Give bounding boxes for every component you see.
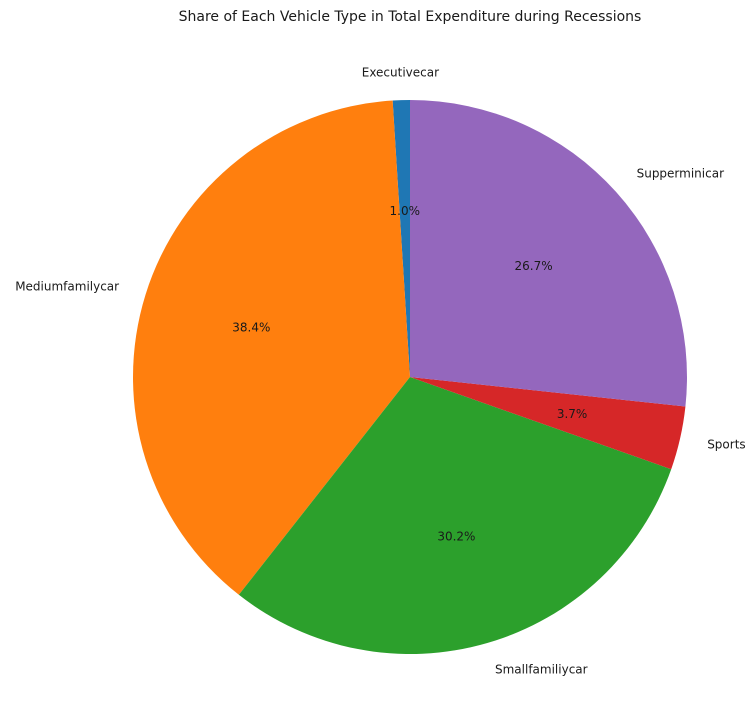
slice-label-mediumfamilycar: Mediumfamilycar (15, 280, 119, 294)
pie-slices (133, 100, 687, 655)
slice-pct-sports: 3.7% (557, 407, 588, 421)
slice-pct-mediumfamilycar: 38.4% (232, 321, 270, 335)
pie-labels: Executivecar 1.0% Mediumfamilycar 38.4% Smal… (15, 66, 745, 677)
slice-label-supperminicar: Supperminicar (637, 166, 724, 180)
pie-slice-supperminicar (410, 100, 687, 407)
chart-title: Share of Each Vehicle Type in Total Expe… (178, 9, 642, 25)
slice-label-executivecar: Executivecar (362, 66, 439, 80)
slice-pct-executivecar: 1.0% (390, 204, 421, 218)
pie-slice-mediumfamilycar (133, 100, 410, 595)
slice-label-sports: Sports (707, 437, 745, 451)
pie-slice-executivecar (392, 100, 410, 377)
slice-pct-supperminicar: 26.7% (515, 259, 553, 273)
slice-pct-smallfamiliycar: 30.2% (437, 530, 475, 544)
pie-slice-smallfamiliycar (238, 377, 672, 655)
slice-label-smallfamiliycar: Smallfamiliycar (495, 663, 588, 677)
pie-slice-sports (410, 377, 686, 470)
